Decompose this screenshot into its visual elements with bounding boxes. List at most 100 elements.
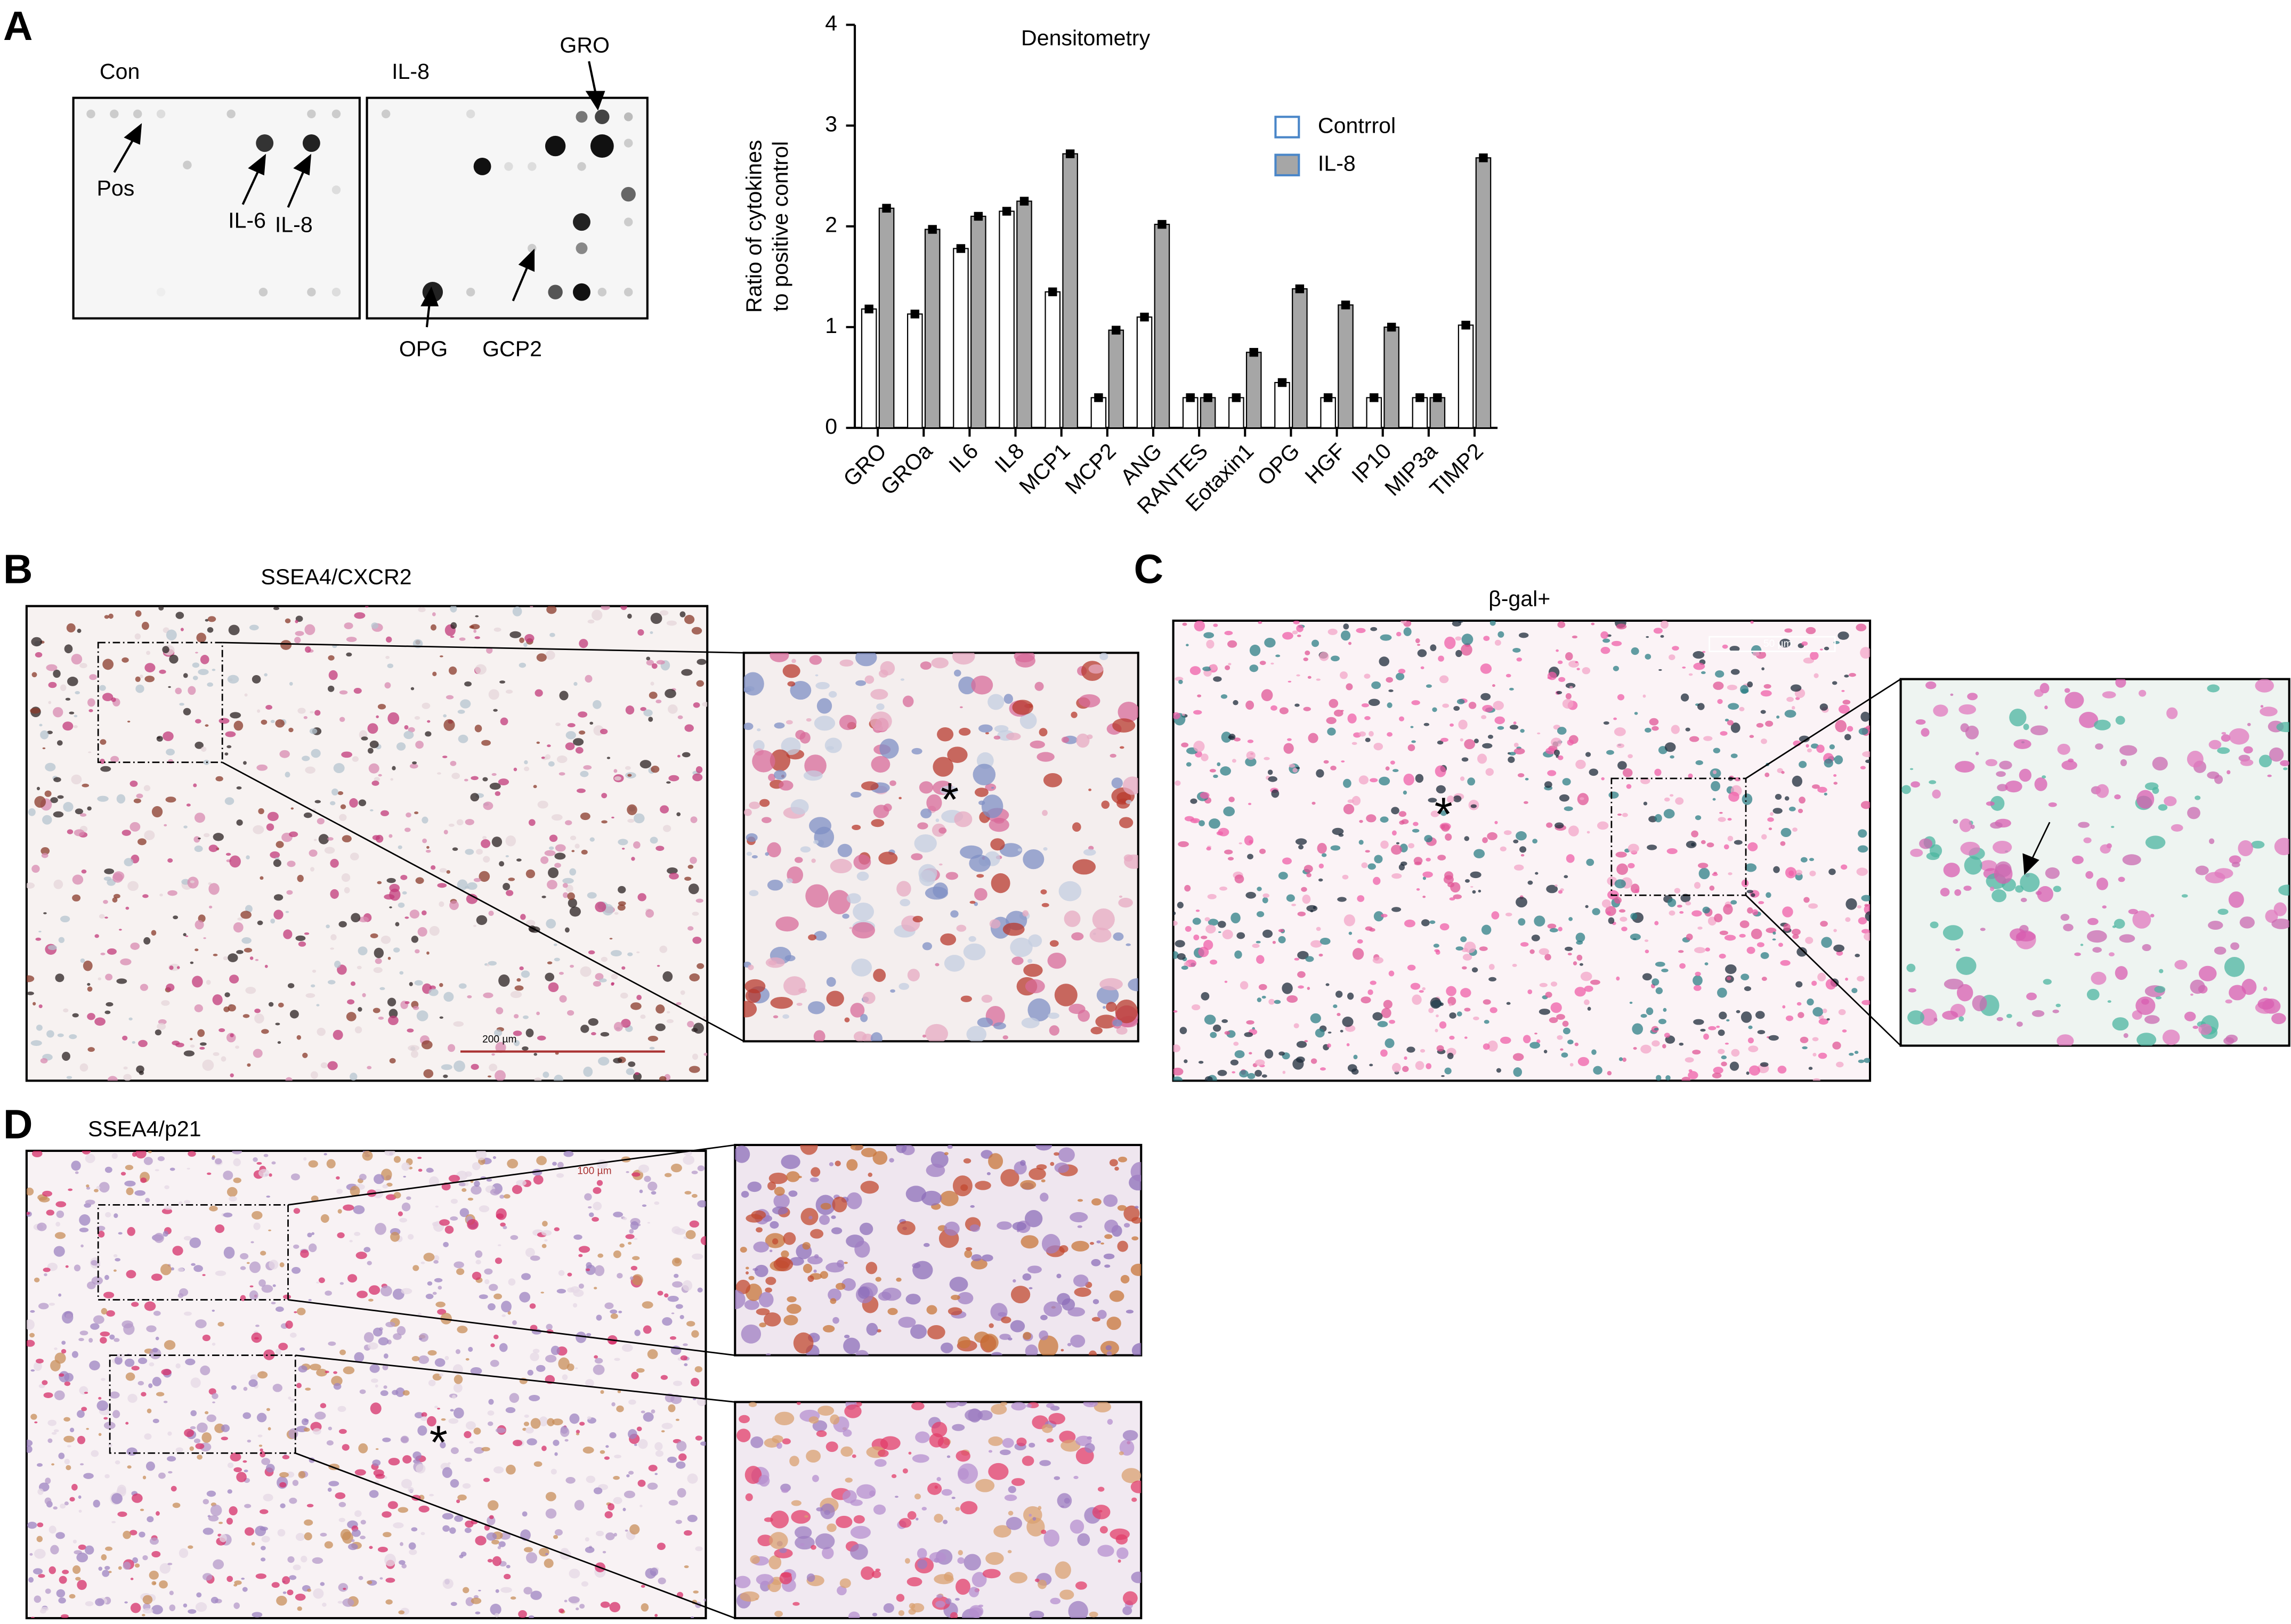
- cell: [1297, 951, 1309, 960]
- cell: [758, 1475, 770, 1487]
- cell: [894, 1496, 898, 1498]
- cell: [490, 1360, 499, 1367]
- cell: [77, 1410, 85, 1418]
- cell: [369, 1546, 373, 1549]
- cell: [696, 680, 705, 687]
- cell: [195, 1602, 207, 1612]
- cell: [1662, 1044, 1666, 1049]
- cell: [317, 1027, 326, 1036]
- cell: [1404, 1056, 1407, 1060]
- cell: [641, 1585, 645, 1588]
- cell: [634, 1443, 637, 1446]
- cell: [322, 1602, 327, 1607]
- cell: [350, 1185, 360, 1197]
- cell: [1702, 651, 1706, 653]
- cell: [1628, 843, 1639, 853]
- cell: [295, 1593, 306, 1601]
- cell: [87, 1013, 95, 1020]
- cell: [806, 1449, 821, 1463]
- cell: [519, 662, 527, 668]
- cell: [1849, 1052, 1854, 1056]
- cell: [331, 788, 338, 796]
- cell: [1029, 1287, 1033, 1289]
- cell: [439, 1219, 450, 1226]
- cell: [641, 1603, 649, 1612]
- cell: [896, 1144, 907, 1154]
- cell: [234, 1580, 242, 1585]
- cell: [1440, 810, 1447, 816]
- cell: [815, 674, 819, 677]
- cell: [465, 1182, 469, 1186]
- cell: [748, 1402, 757, 1407]
- cell: [95, 1598, 104, 1606]
- cell: [1264, 637, 1276, 648]
- marker: *: [1435, 788, 1453, 840]
- cell: [625, 1529, 628, 1532]
- cell: [50, 1545, 59, 1555]
- cell: [1391, 807, 1399, 815]
- cell: [827, 746, 835, 750]
- cell: [133, 798, 141, 803]
- cell: [217, 1321, 224, 1327]
- cell: [916, 1517, 919, 1521]
- cell: [871, 756, 891, 773]
- panel-b: SSEA4/CXCR2 200 µm *: [25, 564, 1139, 1082]
- cell: [945, 1598, 952, 1605]
- cell: [1655, 987, 1663, 994]
- cell: [1416, 888, 1420, 891]
- cell: [573, 681, 578, 686]
- cell: [2282, 762, 2286, 766]
- cell: [411, 1355, 420, 1361]
- cell: [1025, 979, 1045, 994]
- cell: [598, 978, 607, 982]
- cell: [215, 1158, 222, 1165]
- cell: [621, 966, 626, 970]
- cell: [138, 1040, 148, 1048]
- cell: [137, 1358, 148, 1365]
- cells: [26, 606, 708, 1081]
- cell: [1613, 717, 1617, 720]
- cell: [1416, 644, 1421, 646]
- cell: [68, 1188, 73, 1191]
- cell: [2078, 711, 2099, 728]
- cell: [195, 741, 204, 749]
- cell: [2258, 754, 2272, 768]
- cell: [473, 629, 477, 633]
- cell: [2208, 740, 2222, 750]
- cell: [530, 1590, 542, 1600]
- cell: [832, 1196, 847, 1213]
- cell: [1760, 690, 1772, 697]
- cell: [683, 1343, 688, 1346]
- cell: [855, 680, 867, 686]
- cell: [1190, 798, 1197, 804]
- cell: [62, 1052, 70, 1061]
- cell: [783, 976, 806, 996]
- cell: [851, 958, 872, 977]
- cell: [794, 857, 803, 863]
- cell: [320, 1214, 329, 1223]
- cell: [111, 1493, 123, 1504]
- cell: [279, 1262, 285, 1268]
- cell: [452, 847, 458, 851]
- cell: [1034, 1578, 1040, 1582]
- cell: [941, 1342, 953, 1353]
- cell: [1046, 1403, 1055, 1408]
- cell: [78, 1544, 86, 1550]
- cell: [1348, 931, 1353, 935]
- cell: [1652, 978, 1659, 986]
- cell: [1692, 1050, 1701, 1055]
- cell: [87, 986, 93, 992]
- cell: [891, 1474, 897, 1479]
- y-tick-label: 2: [825, 213, 837, 237]
- cell: [358, 946, 368, 955]
- cell: [601, 820, 608, 824]
- cell: [975, 1479, 995, 1492]
- cell: [110, 756, 119, 763]
- cell: [1310, 910, 1314, 913]
- y-tick-label: 1: [825, 313, 837, 338]
- cell: [981, 1334, 999, 1351]
- cell: [655, 1450, 664, 1457]
- cell: [98, 1230, 105, 1238]
- cell: [443, 1074, 448, 1078]
- cell: [695, 898, 703, 903]
